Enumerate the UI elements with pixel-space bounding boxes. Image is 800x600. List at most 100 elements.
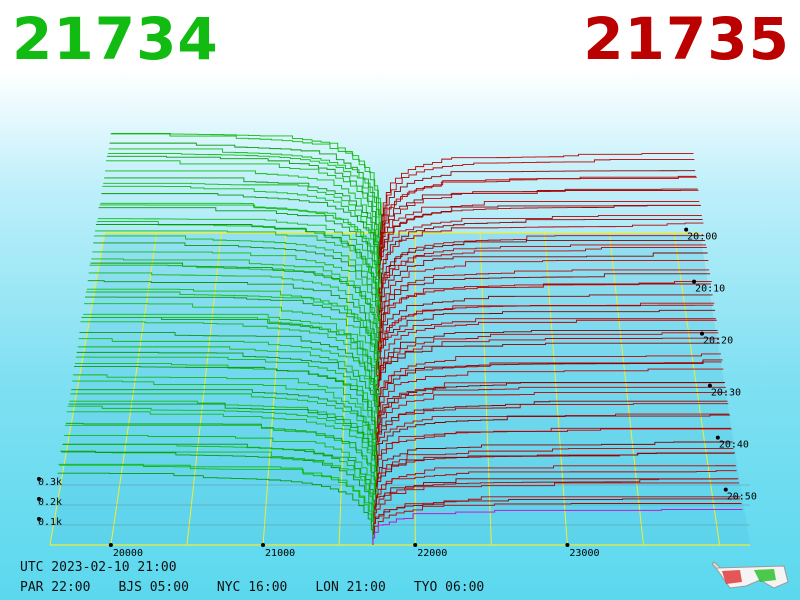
ask-depth-curve (374, 413, 730, 461)
ask-depth-curve (373, 478, 739, 519)
timezone-par: PAR 22:00 (20, 580, 91, 595)
ask-depth-curve (382, 159, 695, 239)
grid-line (479, 232, 492, 546)
bid-depth-curve (79, 332, 379, 419)
time-tick-label: 20:50 (727, 492, 757, 503)
ask-depth-curve (373, 496, 741, 535)
bid-depth-curve (91, 258, 379, 350)
bid-depth-curve (83, 313, 377, 397)
ask-price: 21735 (583, 5, 790, 73)
ask-depth-curve (375, 342, 721, 403)
z-tick-label: 0.2k (38, 497, 62, 508)
ask-depth-curve (378, 205, 701, 281)
bid-depth-curve (60, 450, 374, 530)
ask-depth-curve (380, 244, 706, 313)
timezone-lon: LON 21:00 (315, 580, 386, 595)
grid-line (186, 232, 222, 546)
bid-depth-curve (77, 346, 379, 429)
bid-depth-curve (57, 472, 374, 545)
bid-depth-curve (71, 389, 378, 466)
x-tick-label: 21000 (265, 548, 295, 559)
grid-line (262, 232, 287, 546)
bid-depth-curve (63, 443, 376, 514)
ask-depth-curve (376, 427, 731, 471)
ask-depth-curve (375, 452, 735, 498)
z-tick-label: 0.1k (38, 517, 62, 528)
ask-depth-curve (372, 503, 742, 540)
ask-depth-curve (377, 247, 707, 318)
ask-depth-curve (379, 204, 701, 276)
bid-depth-curve (99, 204, 383, 302)
ask-depth-curve (375, 318, 716, 376)
time-tick-mark (723, 487, 728, 492)
z-tick-mark (37, 497, 41, 501)
3d-glasses-icon[interactable] (712, 560, 792, 592)
ask-depth-curve (375, 400, 728, 450)
bid-depth-curve (102, 185, 379, 286)
ask-depth-curve (380, 283, 711, 345)
bid-depth-curve (95, 224, 380, 323)
bid-depth-curve (104, 177, 381, 276)
ask-depth-curve (378, 280, 712, 350)
ask-depth-curve (379, 273, 711, 339)
timezone-list: PAR 22:00 BJS 05:00 NYC 16:00 LON 21:00 … (20, 580, 484, 595)
ask-depth-curve (377, 359, 723, 419)
bid-depth-curve (64, 424, 377, 503)
bid-depth-curve (86, 288, 377, 376)
bid-depth-curve (89, 264, 381, 360)
x-tick-mark (413, 543, 418, 547)
ask-depth-curve (381, 153, 694, 233)
bid-depth-curve (80, 321, 377, 413)
ask-depth-curve (378, 332, 719, 392)
time-tick-label: 20:30 (711, 388, 741, 399)
ask-depth-curve (378, 368, 724, 424)
ask-depth-curve (378, 330, 718, 387)
bid-depth-curve (70, 393, 377, 471)
bid-depth-curve (59, 464, 375, 535)
x-tick-label: 20000 (113, 548, 143, 559)
time-tick-label: 20:10 (695, 284, 725, 295)
bid-depth-curve (76, 351, 380, 434)
ask-depth-curve (380, 170, 696, 244)
ask-depth-curve (376, 403, 729, 456)
ask-depth-curve (375, 361, 722, 413)
bid-depth-curve (110, 133, 383, 239)
time-tick-label: 20:40 (719, 440, 749, 451)
time-tick-mark (715, 435, 720, 440)
bid-depth-curve (107, 152, 381, 255)
bid-depth-curve (72, 380, 375, 461)
ask-depth-curve (377, 414, 730, 466)
x-tick-label: 22000 (417, 548, 447, 559)
time-tick-mark (699, 331, 704, 336)
bid-depth-curve (74, 366, 377, 450)
time-tick-mark (692, 279, 697, 284)
bid-depth-curve (73, 374, 377, 456)
utc-time: UTC 2023-02-10 21:00 (20, 560, 177, 575)
ask-depth-curve (378, 222, 704, 297)
bid-depth-curve (95, 230, 382, 329)
bid-depth-curve (63, 435, 377, 508)
bid-depth-curve (108, 148, 383, 249)
bid-depth-curve (103, 182, 380, 281)
ask-depth-curve (378, 201, 700, 271)
chart-floor (50, 233, 750, 545)
time-tick-mark (707, 383, 712, 388)
bid-depth-curve (111, 132, 383, 233)
ask-depth-curve (378, 215, 702, 286)
depth-curves (57, 132, 743, 545)
bid-depth-curve (97, 218, 381, 313)
ask-depth-curve (375, 337, 720, 397)
ask-depth-curve (372, 509, 743, 545)
bid-depth-curve (78, 338, 380, 424)
ask-depth-curve (381, 219, 703, 292)
timezone-nyc: NYC 16:00 (216, 580, 288, 595)
bid-depth-curve (105, 170, 379, 271)
bid-depth-curve (68, 403, 378, 482)
ask-depth-curve (379, 304, 714, 360)
time-tick-label: 20:20 (703, 336, 733, 347)
timezone-bjs: BJS 05:00 (118, 580, 189, 595)
bid-depth-curve (65, 422, 376, 498)
bid-depth-curve (67, 405, 378, 487)
grid-line (49, 232, 106, 546)
